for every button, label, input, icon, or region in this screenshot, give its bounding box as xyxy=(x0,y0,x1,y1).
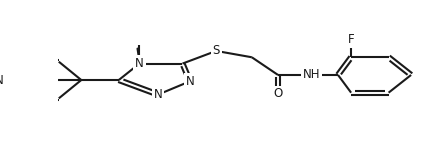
Text: O: O xyxy=(273,87,283,100)
Text: N: N xyxy=(154,88,162,101)
Text: N: N xyxy=(135,57,144,70)
Text: F: F xyxy=(348,33,354,46)
Text: NH: NH xyxy=(303,68,321,81)
Text: N: N xyxy=(0,74,3,87)
Text: N: N xyxy=(186,75,194,88)
Text: S: S xyxy=(212,44,220,57)
